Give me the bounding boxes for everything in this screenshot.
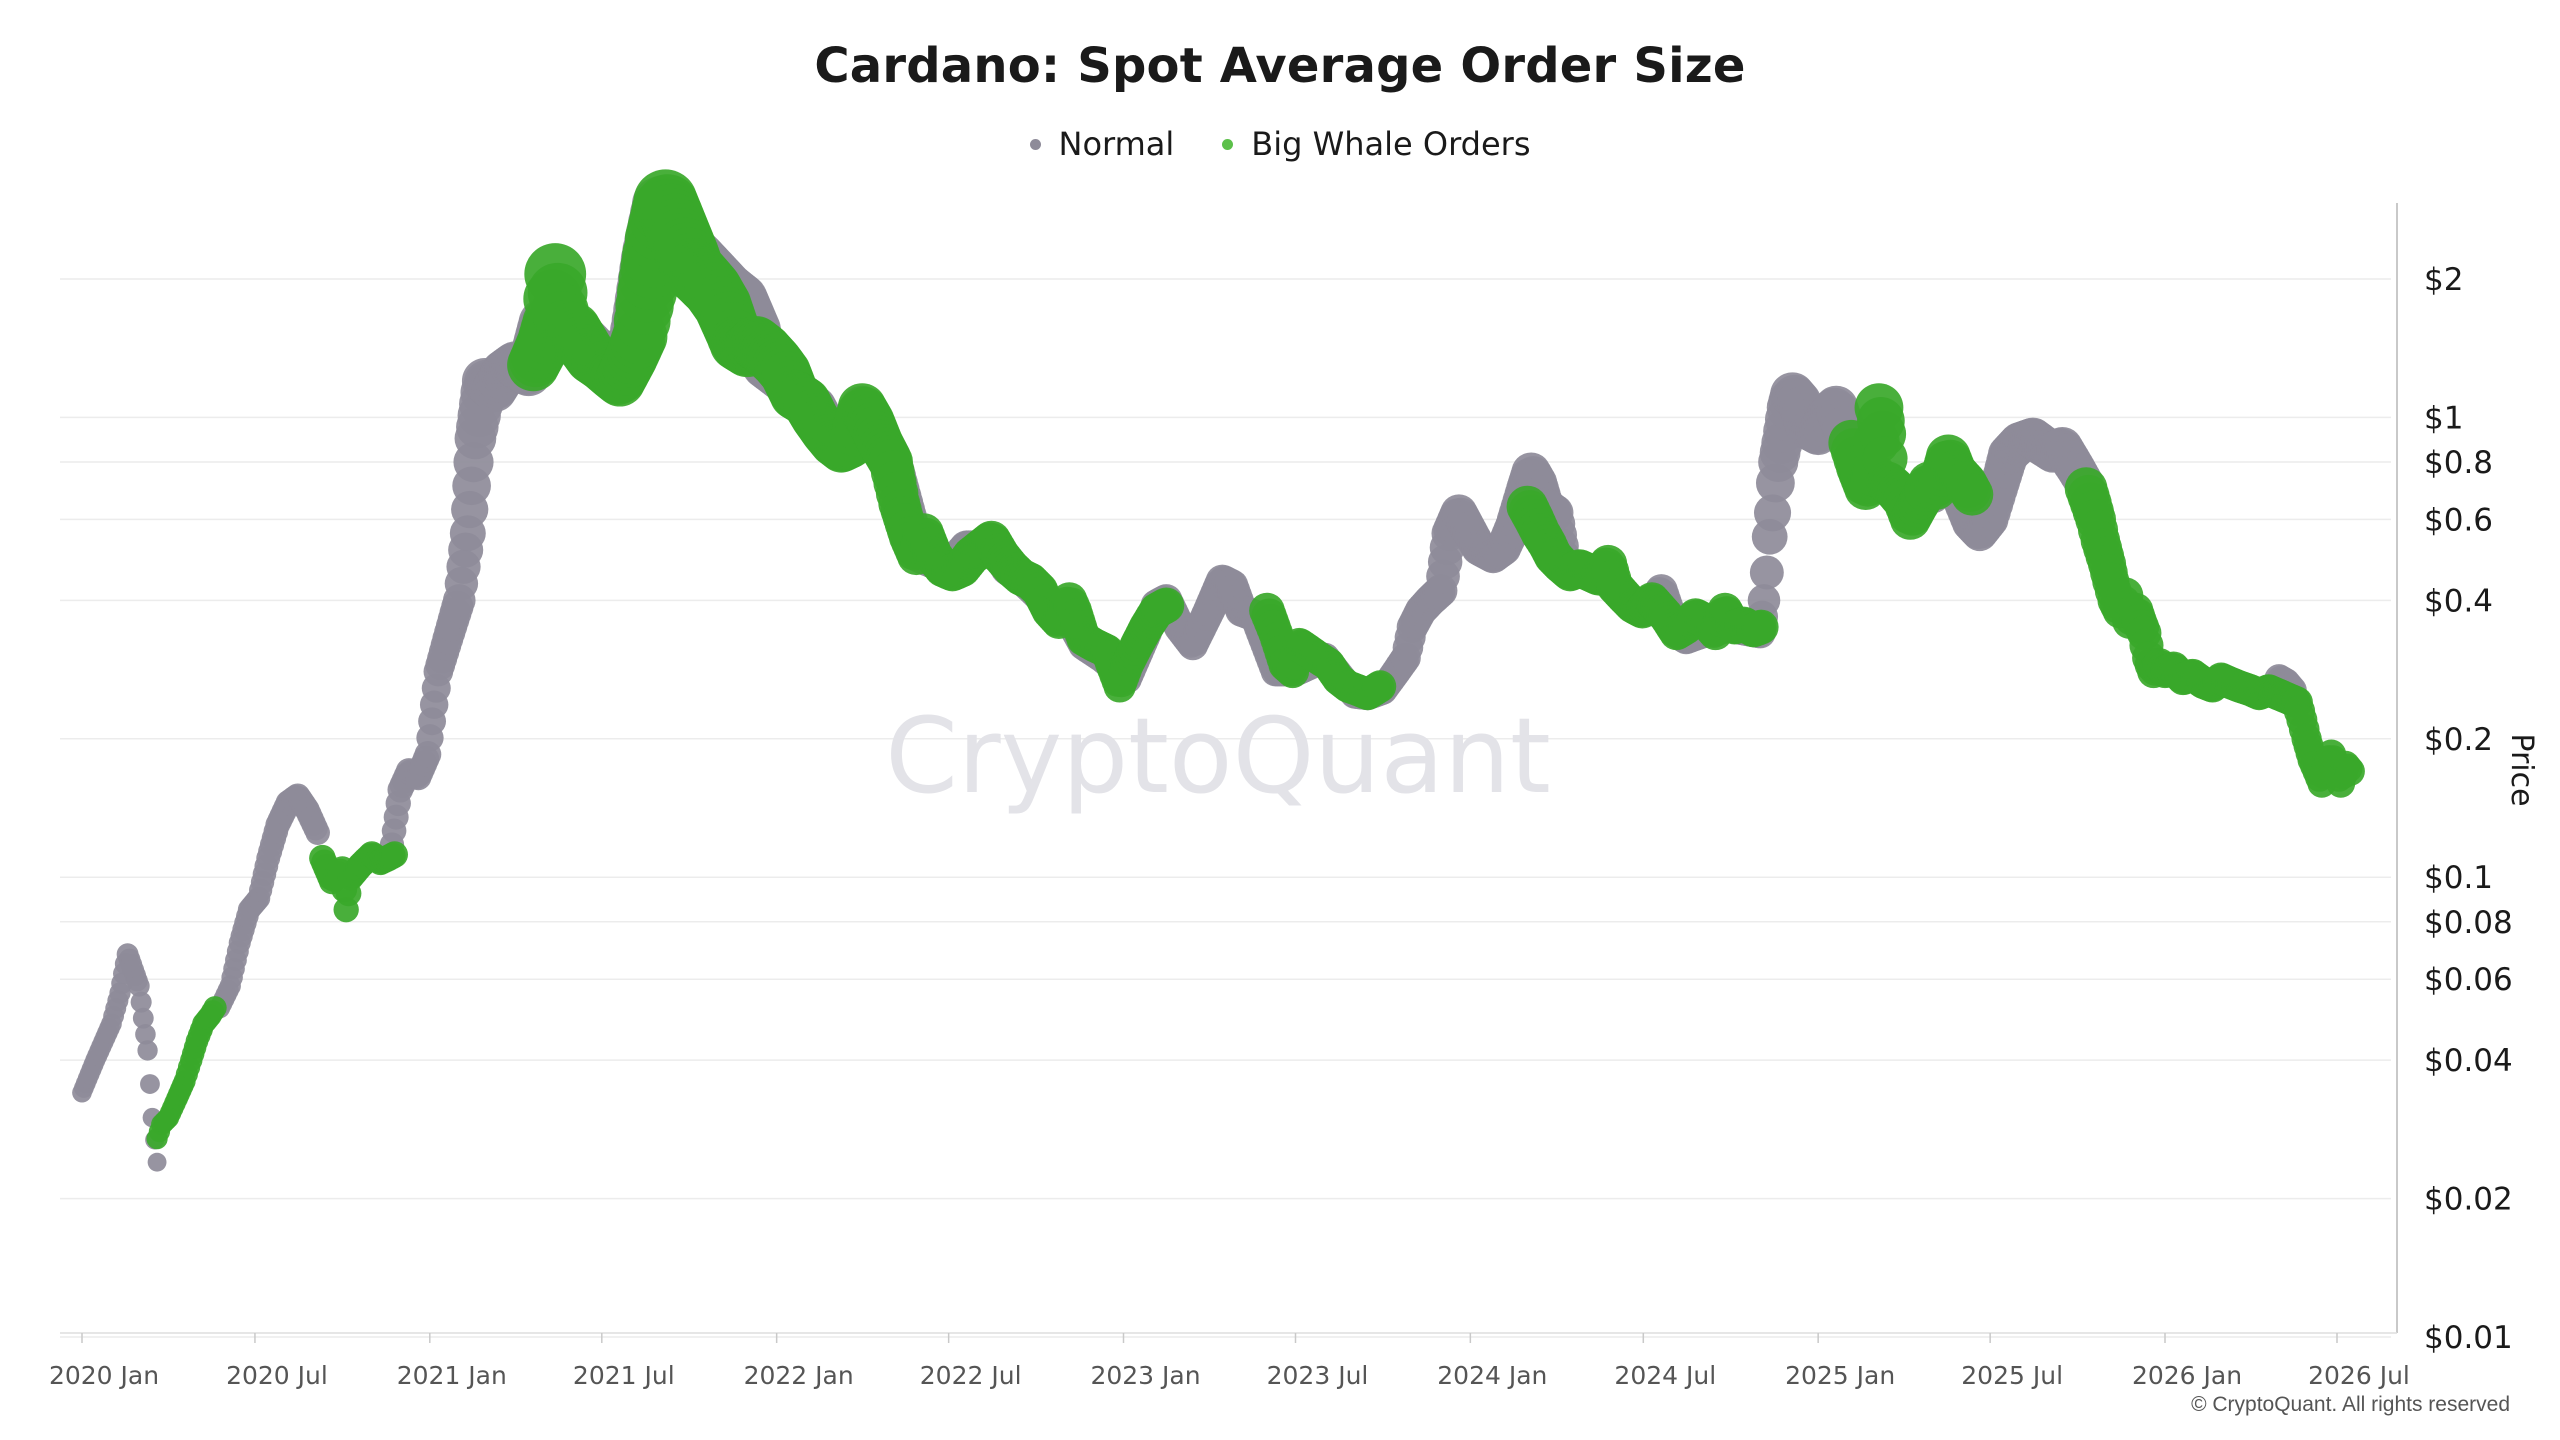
normal-point bbox=[1749, 555, 1784, 590]
y-tick-label: $0.2 bbox=[2424, 722, 2493, 758]
whale-point bbox=[203, 996, 227, 1020]
y-tick-label: $0.04 bbox=[2424, 1043, 2513, 1079]
normal-point bbox=[140, 1074, 160, 1094]
legend-label-whale: Big Whale Orders bbox=[1251, 125, 1531, 163]
x-tick-label: 2026 Jul bbox=[2308, 1361, 2410, 1390]
y-tick-label: $0.8 bbox=[2424, 445, 2493, 481]
y-axis-label: Price bbox=[2504, 733, 2539, 806]
y-tick-label: $0.06 bbox=[2424, 962, 2513, 998]
legend-label-normal: Normal bbox=[1058, 125, 1175, 163]
normal-point bbox=[130, 991, 152, 1013]
x-tick-label: 2022 Jan bbox=[744, 1361, 854, 1390]
normal-point bbox=[132, 1007, 154, 1029]
x-tick-label: 2025 Jan bbox=[1785, 1361, 1895, 1390]
y-tick-label: $1 bbox=[2424, 400, 2463, 436]
x-tick-label: 2026 Jan bbox=[2132, 1361, 2242, 1390]
whale-point bbox=[1950, 473, 1994, 516]
x-tick-label: 2022 Jul bbox=[920, 1361, 1022, 1390]
normal-point bbox=[147, 1152, 167, 1172]
normal-point bbox=[1747, 584, 1781, 617]
y-tick-label: $2 bbox=[2424, 262, 2463, 298]
x-tick-label: 2024 Jul bbox=[1614, 1361, 1716, 1390]
y-tick-label: $0.01 bbox=[2424, 1320, 2513, 1356]
series-whale bbox=[146, 169, 2365, 1150]
x-tick-label: 2025 Jul bbox=[1961, 1361, 2063, 1390]
y-tick-label: $0.08 bbox=[2424, 905, 2513, 941]
normal-point bbox=[135, 1024, 156, 1045]
series-normal bbox=[72, 176, 2307, 1172]
x-tick-label: 2020 Jan bbox=[49, 1361, 159, 1390]
y-tick-label: $0.02 bbox=[2424, 1182, 2513, 1218]
legend-dot-whale-icon bbox=[1222, 138, 1234, 150]
x-tick-label: 2021 Jan bbox=[397, 1361, 507, 1390]
x-axis-ticks: 2020 Jan 2020 Jul 2021 Jan 2021 Jul 2022 Jan… bbox=[49, 1333, 2410, 1390]
whale-point bbox=[1743, 609, 1779, 645]
whale-point bbox=[381, 841, 408, 868]
y-axis-ticks: $2 $1 $0.8 $0.6 $0.4 $0.2 $0.1 $0.08 $0.06 $0.04 $… bbox=[2424, 262, 2513, 1356]
normal-point bbox=[305, 820, 330, 845]
chart-title: Cardano: Spot Average Order Size bbox=[814, 38, 1746, 94]
y-tick-label: $0.6 bbox=[2424, 502, 2493, 538]
x-tick-label: 2023 Jan bbox=[1090, 1361, 1200, 1390]
legend-item-normal[interactable]: Normal bbox=[1029, 125, 1175, 163]
legend-item-whale[interactable]: Big Whale Orders bbox=[1222, 125, 1531, 163]
normal-point bbox=[128, 975, 150, 997]
x-tick-label: 2021 Jul bbox=[573, 1361, 675, 1390]
whale-point bbox=[2335, 756, 2365, 786]
whale-point bbox=[1148, 587, 1185, 624]
legend: Normal Big Whale Orders bbox=[0, 125, 2560, 163]
x-tick-label: 2023 Jul bbox=[1267, 1361, 1369, 1390]
x-tick-label: 2024 Jan bbox=[1437, 1361, 1547, 1390]
whale-point bbox=[1363, 670, 1397, 703]
copyright: © CryptoQuant. All rights reserved bbox=[2191, 1393, 2510, 1416]
watermark: CryptoQuant bbox=[885, 695, 1551, 817]
y-tick-label: $0.4 bbox=[2424, 583, 2493, 619]
normal-point bbox=[137, 1040, 158, 1061]
normal-point bbox=[1753, 494, 1792, 532]
y-tick-label: $0.1 bbox=[2424, 860, 2493, 896]
legend-dot-normal-icon bbox=[1029, 138, 1041, 150]
x-tick-label: 2020 Jul bbox=[226, 1361, 328, 1390]
